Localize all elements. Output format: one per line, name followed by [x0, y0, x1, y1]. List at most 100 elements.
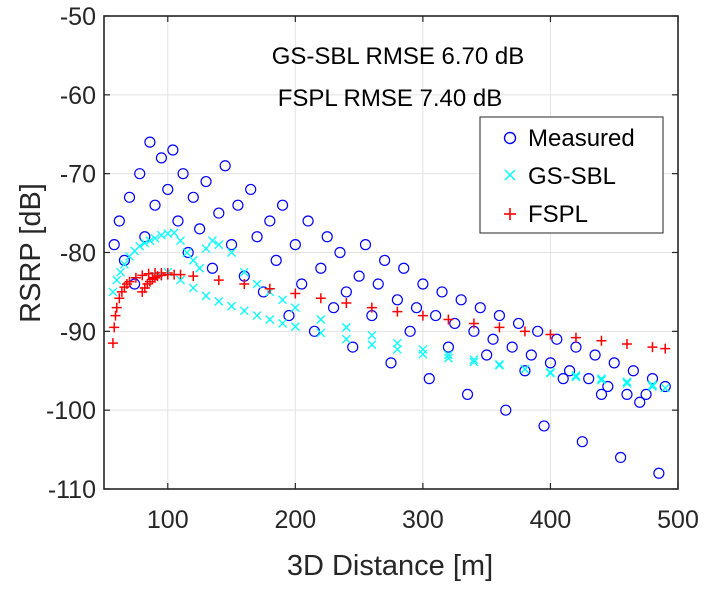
point-gs-sbl [341, 334, 351, 344]
point-measured [182, 246, 194, 259]
point-fspl [150, 272, 161, 283]
point-measured [139, 231, 151, 243]
point-measured [162, 183, 174, 196]
series-fspl [107, 267, 671, 354]
point-measured [315, 262, 327, 274]
point-gs-sbl [443, 350, 453, 360]
point-fspl [107, 338, 118, 349]
point-gs-sbl [207, 236, 217, 246]
point-measured [334, 246, 346, 259]
y-tick-label: -50 [60, 3, 96, 31]
point-fspl [596, 335, 607, 346]
series-gs-sbl [108, 228, 670, 393]
point-measured [449, 317, 461, 330]
point-measured [149, 199, 161, 211]
axis-ticks: 100 200 300 400 500 -110 -100 -90 -80 -70 -60 -50 [46, 3, 699, 534]
point-gs-sbl [443, 353, 453, 363]
point-measured [123, 191, 136, 203]
point-gs-sbl [201, 244, 211, 254]
point-gs-sbl [648, 382, 657, 391]
point-measured [512, 317, 525, 330]
point-gs-sbl [278, 318, 288, 328]
point-measured [264, 215, 276, 227]
point-measured [602, 380, 614, 393]
point-measured [200, 175, 212, 188]
point-fspl [366, 302, 377, 313]
point-measured [442, 341, 454, 353]
point-gs-sbl [169, 228, 179, 238]
point-fspl [142, 279, 153, 290]
point-gs-sbl [188, 255, 198, 265]
point-gs-sbl [648, 380, 657, 390]
plot-area [107, 136, 671, 479]
point-fspl [341, 297, 352, 308]
point-fspl [121, 279, 132, 290]
y-tick-label: -110 [48, 476, 96, 504]
legend: Measured GS-SBL FSPL [479, 116, 664, 234]
point-gs-sbl [290, 303, 300, 313]
point-measured [436, 286, 448, 298]
legend-label-fspl: FSPL [528, 201, 588, 228]
series-fspl [137, 269, 180, 297]
point-measured [532, 325, 544, 337]
point-gs-sbl [176, 275, 185, 285]
point-measured [353, 270, 365, 282]
point-gs-sbl [119, 259, 129, 269]
point-gs-sbl [278, 295, 288, 305]
point-measured [391, 294, 403, 306]
point-fspl [143, 268, 154, 279]
legend-label-measured: Measured [528, 125, 635, 152]
point-gs-sbl [571, 371, 581, 380]
point-measured [328, 302, 340, 314]
point-measured [576, 436, 588, 448]
point-gs-sbl [469, 357, 479, 367]
point-gs-sbl [182, 248, 192, 257]
point-fspl [392, 306, 403, 317]
y-tick-label: -60 [60, 82, 96, 110]
point-measured [519, 365, 531, 377]
point-gs-sbl [227, 248, 237, 257]
point-measured [544, 357, 557, 369]
point-measured [379, 254, 391, 266]
point-measured [113, 215, 125, 227]
y-axis-title: RSRP [dB] [15, 183, 47, 323]
point-gs-sbl [622, 378, 632, 388]
point-fspl [124, 276, 135, 287]
point-measured [506, 341, 518, 353]
point-measured [487, 333, 499, 345]
point-measured [474, 302, 486, 314]
point-measured [177, 168, 189, 180]
point-measured [621, 388, 633, 400]
point-gs-sbl [252, 311, 262, 321]
point-measured [172, 215, 184, 227]
point-measured [455, 294, 467, 306]
point-fspl [114, 293, 125, 304]
point-fspl [290, 288, 301, 299]
point-measured [551, 333, 563, 345]
legend-marker-gs-sbl [504, 169, 516, 181]
point-measured [634, 396, 646, 408]
point-gs-sbl [392, 338, 402, 348]
point-gs-sbl [239, 267, 249, 277]
point-fspl [169, 269, 180, 280]
point-measured [659, 380, 671, 393]
point-measured [225, 239, 238, 251]
point-gs-sbl [418, 349, 428, 359]
point-gs-sbl [252, 279, 262, 289]
point-measured [206, 262, 219, 274]
annotation-gs-sbl-rmse: GS-SBL RMSE 6.70 dB [272, 43, 525, 70]
x-tick-label: 500 [657, 506, 699, 534]
point-measured [194, 223, 206, 235]
point-gs-sbl [520, 364, 530, 374]
point-measured [134, 168, 146, 180]
point-gs-sbl [494, 360, 504, 370]
point-gs-sbl [290, 322, 300, 332]
point-measured [563, 365, 576, 377]
point-fspl [147, 274, 158, 285]
point-measured [359, 239, 372, 251]
point-gs-sbl [176, 236, 185, 246]
point-measured [557, 373, 569, 385]
y-tick-label: -70 [60, 161, 96, 189]
y-tick-label: -100 [46, 397, 96, 425]
